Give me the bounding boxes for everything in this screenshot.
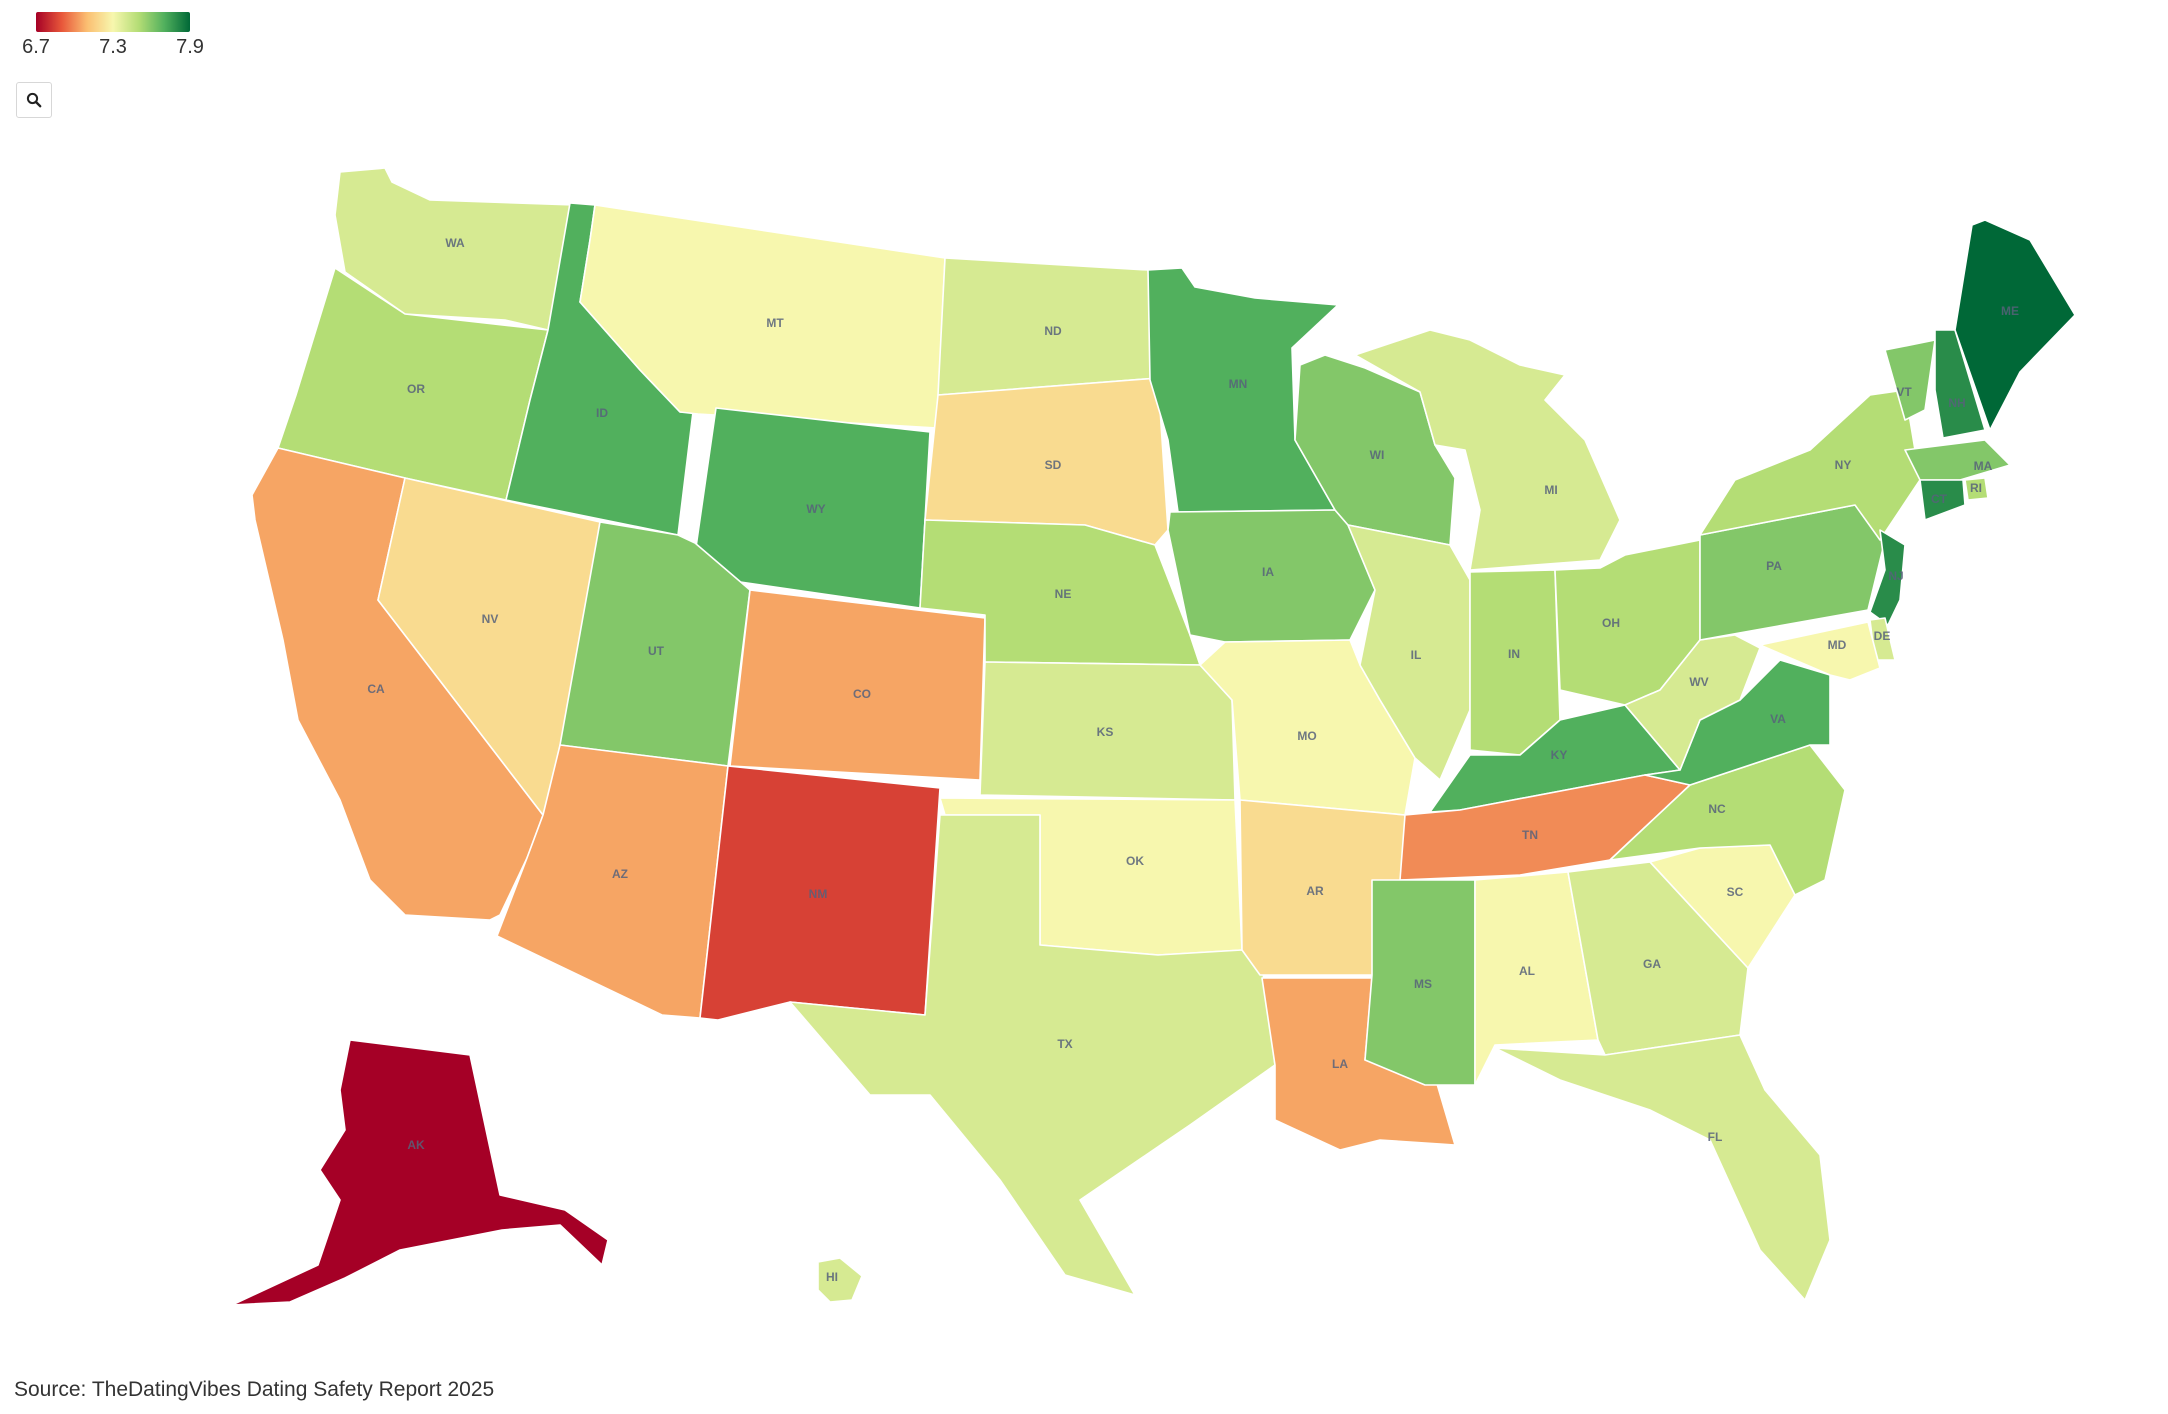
state-nd[interactable] [937, 257, 1159, 396]
state-nh[interactable] [1934, 329, 1986, 439]
legend-ticks: 6.7 7.3 7.9 [22, 32, 204, 58]
state-fl[interactable] [1494, 1034, 1831, 1301]
state-co[interactable] [729, 589, 986, 781]
state-mi[interactable] [1354, 329, 1621, 571]
state-al[interactable] [1474, 871, 1599, 1086]
state-md[interactable] [1759, 621, 1881, 681]
state-ri[interactable] [1964, 477, 1989, 501]
legend-gradient-bar [36, 12, 190, 32]
state-ms[interactable] [1364, 879, 1476, 1086]
state-ma[interactable] [1904, 439, 2011, 481]
state-mn[interactable] [1147, 267, 1339, 513]
search-button[interactable] [16, 82, 52, 118]
color-legend: 6.7 7.3 7.9 [22, 12, 204, 58]
source-note: Source: TheDatingVibes Dating Safety Rep… [14, 1378, 495, 1401]
state-vt[interactable] [1884, 339, 1936, 421]
state-me[interactable] [1954, 219, 2076, 431]
search-icon [26, 92, 42, 108]
state-il[interactable] [1347, 524, 1471, 781]
state-nj[interactable] [1869, 529, 1906, 626]
state-hi[interactable] [817, 1257, 863, 1303]
legend-max-label: 7.9 [176, 36, 204, 58]
legend-min-label: 6.7 [22, 36, 50, 58]
legend-mid-label: 7.3 [99, 36, 127, 58]
state-tx[interactable] [789, 814, 1276, 1296]
state-wi[interactable] [1294, 354, 1456, 546]
state-sd[interactable] [924, 377, 1169, 546]
state-in[interactable] [1469, 569, 1561, 756]
state-mo[interactable] [1199, 639, 1416, 816]
state-ak[interactable] [231, 1039, 609, 1306]
state-ct[interactable] [1919, 479, 1966, 521]
state-ks[interactable] [979, 661, 1236, 801]
state-nm[interactable] [699, 765, 941, 1021]
state-nc[interactable] [1609, 744, 1846, 896]
state-ia[interactable] [1167, 509, 1376, 643]
